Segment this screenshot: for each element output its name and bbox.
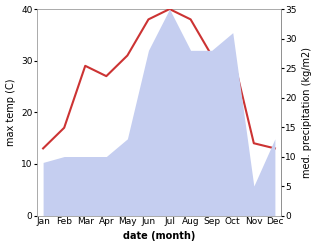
Y-axis label: max temp (C): max temp (C) (5, 79, 16, 146)
Y-axis label: med. precipitation (kg/m2): med. precipitation (kg/m2) (302, 47, 313, 178)
X-axis label: date (month): date (month) (123, 231, 195, 242)
